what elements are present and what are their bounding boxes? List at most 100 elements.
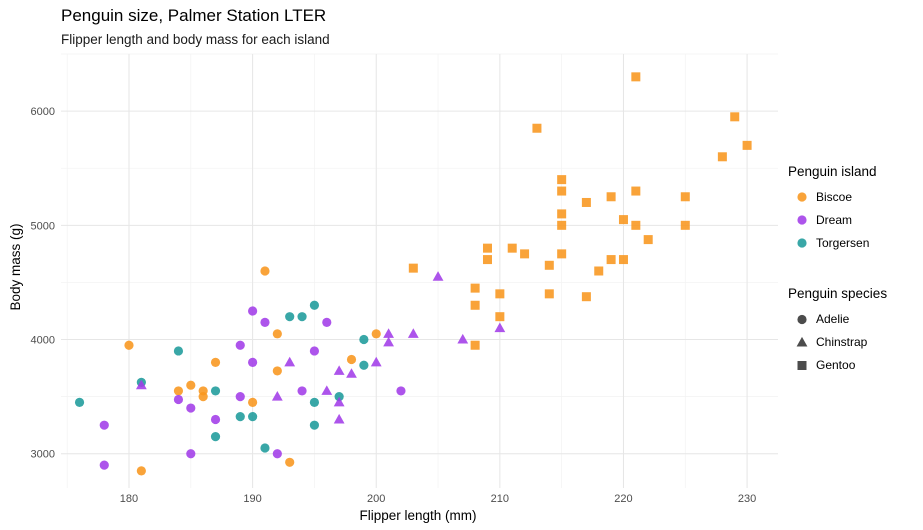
triangle-point bbox=[370, 356, 382, 367]
circle-point bbox=[272, 449, 282, 459]
x-axis-title: Flipper length (mm) bbox=[359, 508, 476, 523]
circle-point bbox=[272, 366, 282, 376]
legend-label: Torgersen bbox=[816, 235, 870, 250]
circle-point bbox=[322, 317, 332, 327]
square-point bbox=[408, 263, 418, 273]
x-tick-label: 230 bbox=[738, 493, 756, 505]
circle-point bbox=[173, 346, 184, 356]
square-point bbox=[557, 186, 567, 196]
circle-point bbox=[173, 386, 184, 396]
circle-point bbox=[210, 386, 221, 396]
circle-point bbox=[285, 312, 295, 322]
legend-label: Chinstrap bbox=[816, 334, 868, 349]
circle-point bbox=[198, 392, 208, 402]
legend-item-torgersen: Torgersen bbox=[788, 231, 877, 254]
circle-point bbox=[359, 360, 369, 370]
square-point bbox=[717, 152, 727, 162]
circle-point bbox=[309, 420, 320, 430]
square-point bbox=[581, 197, 591, 207]
species-legend: Penguin species Adelie Chinstrap Gentoo bbox=[788, 286, 887, 376]
legend-shape-swatch bbox=[797, 314, 807, 324]
circle-point bbox=[248, 412, 258, 422]
circle-point bbox=[210, 414, 221, 425]
square-point bbox=[482, 243, 492, 253]
circle-point bbox=[186, 380, 196, 390]
legend-color-swatch bbox=[797, 191, 807, 202]
legend-key bbox=[788, 212, 816, 228]
circle-point bbox=[260, 317, 270, 327]
circle-point bbox=[297, 312, 307, 322]
square-point bbox=[618, 215, 628, 225]
circle-point bbox=[396, 386, 406, 396]
tick-labels: 180 190 200 210 220 230 3000 4000 5000 6000 bbox=[31, 106, 757, 505]
circle-point bbox=[248, 306, 258, 316]
legend-label: Gentoo bbox=[816, 357, 856, 372]
circle-point bbox=[309, 397, 320, 407]
legend-item-adelie: Adelie bbox=[788, 307, 887, 330]
island-legend: Penguin island Biscoe Dream Torgersen bbox=[788, 164, 877, 254]
square-point bbox=[594, 266, 604, 276]
chart-title: Penguin size, Palmer Station LTER bbox=[61, 6, 327, 25]
legend-item-biscoe: Biscoe bbox=[788, 185, 877, 208]
circle-point bbox=[309, 346, 320, 356]
triangle-point bbox=[383, 336, 394, 347]
triangle-point bbox=[271, 391, 283, 401]
triangle-point bbox=[333, 365, 345, 375]
triangle-point bbox=[383, 328, 394, 338]
circle-point bbox=[272, 329, 282, 339]
triangle-point bbox=[333, 413, 345, 424]
circle-point bbox=[99, 420, 109, 430]
square-point bbox=[557, 209, 567, 219]
species-legend-title: Penguin species bbox=[788, 286, 888, 301]
square-point bbox=[470, 300, 480, 310]
square-point bbox=[544, 260, 554, 270]
circle-point bbox=[235, 340, 245, 350]
x-tick-label: 190 bbox=[243, 493, 261, 505]
legend-label: Biscoe bbox=[816, 189, 853, 204]
square-point bbox=[730, 112, 740, 122]
square-point bbox=[532, 123, 542, 133]
legend-color-swatch bbox=[797, 214, 807, 225]
circle-point bbox=[346, 354, 357, 365]
circle-point bbox=[334, 392, 344, 402]
chart-subtitle: Flipper length and body mass for each is… bbox=[61, 32, 330, 47]
square-point bbox=[482, 255, 492, 265]
square-point bbox=[742, 140, 752, 150]
legend-key bbox=[788, 357, 816, 373]
legend-item-chinstrap: Chinstrap bbox=[788, 330, 887, 353]
circle-point bbox=[186, 403, 196, 413]
x-tick-label: 180 bbox=[120, 493, 138, 505]
grid bbox=[61, 53, 778, 488]
square-point bbox=[495, 312, 505, 322]
square-point bbox=[680, 220, 690, 230]
x-tick-label: 220 bbox=[614, 493, 632, 505]
square-point bbox=[557, 249, 567, 259]
triangle-point bbox=[457, 333, 469, 344]
square-point bbox=[680, 192, 690, 202]
triangle-point bbox=[432, 271, 444, 281]
circle-point bbox=[124, 340, 134, 350]
circle-point bbox=[173, 394, 184, 405]
square-point bbox=[557, 175, 567, 185]
circle-point bbox=[235, 412, 245, 422]
circle-point bbox=[210, 432, 221, 442]
square-point bbox=[520, 249, 530, 259]
legend-label: Dream bbox=[816, 212, 853, 227]
y-axis-title: Body mass (g) bbox=[8, 223, 23, 310]
legend-label: Adelie bbox=[816, 311, 850, 326]
square-point bbox=[581, 292, 591, 302]
square-point bbox=[544, 289, 554, 299]
circle-point bbox=[136, 466, 146, 476]
circle-point bbox=[210, 357, 221, 367]
y-tick-label: 4000 bbox=[31, 335, 55, 347]
legend-key bbox=[788, 189, 816, 205]
x-tick-label: 200 bbox=[367, 493, 385, 505]
y-tick-label: 3000 bbox=[31, 449, 55, 461]
x-tick-label: 210 bbox=[491, 493, 509, 505]
square-point bbox=[606, 255, 616, 265]
triangle-point bbox=[284, 356, 296, 367]
circle-point bbox=[248, 357, 258, 367]
square-point bbox=[643, 235, 653, 245]
square-point bbox=[631, 72, 641, 82]
